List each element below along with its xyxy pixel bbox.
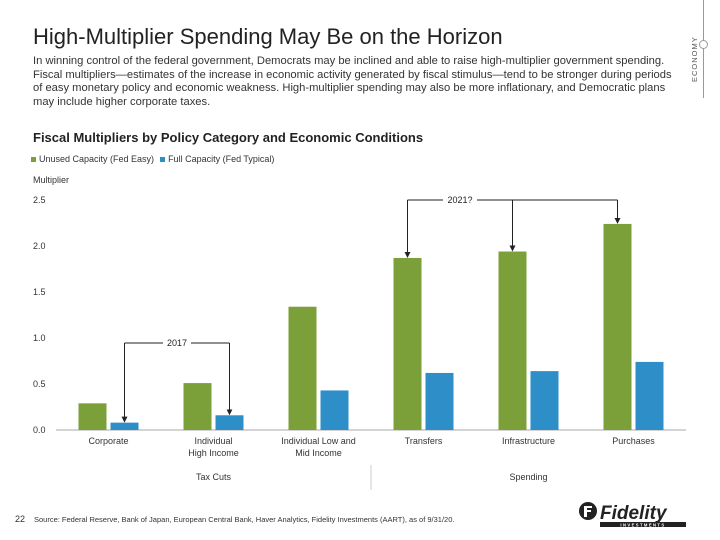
- y-tick-label: 1.0: [33, 333, 46, 343]
- x-category-label: Corporate: [88, 436, 128, 446]
- annotation-2021-label: 2021?: [447, 195, 472, 205]
- fidelity-logo: Fidelity INVESTMENTS: [579, 502, 686, 527]
- logo-subtext: INVESTMENTS: [620, 522, 665, 527]
- y-axis-label: Multiplier: [33, 175, 70, 185]
- y-tick-label: 1.5: [33, 287, 46, 297]
- chart-title: Fiscal Multipliers by Policy Category an…: [33, 130, 424, 145]
- side-rule: [703, 0, 704, 98]
- bar-full-capacity: [215, 415, 244, 430]
- legend-swatch-unused: [31, 156, 36, 162]
- page-title: High-Multiplier Spending May Be on the H…: [33, 24, 503, 49]
- bar-unused-capacity: [498, 251, 527, 430]
- x-category-label: Transfers: [405, 436, 443, 446]
- bar-full-capacity: [635, 361, 664, 430]
- x-category-label: Infrastructure: [502, 436, 555, 446]
- y-tick-label: 2.5: [33, 195, 46, 205]
- x-category-label: Mid Income: [295, 448, 342, 458]
- y-tick-label: 0.5: [33, 379, 46, 389]
- chart-legend: Unused Capacity (Fed Easy) Full Capacity…: [31, 154, 274, 164]
- legend-item-full: Full Capacity (Fed Typical): [160, 154, 274, 164]
- page-subtitle: In winning control of the federal govern…: [33, 55, 672, 108]
- side-circle-icon: [699, 40, 708, 49]
- group-label-tax-cuts: Tax Cuts: [196, 472, 232, 482]
- x-category-label: Individual: [194, 436, 232, 446]
- bar-full-capacity: [110, 422, 139, 430]
- y-tick-label: 0.0: [33, 425, 46, 435]
- annotation-2017-backing: [163, 337, 191, 349]
- legend-swatch-full: [160, 156, 166, 162]
- bar-unused-capacity: [393, 257, 422, 430]
- fidelity-logo-mark-icon: [579, 502, 597, 520]
- x-category-label: Purchases: [612, 436, 655, 446]
- bar-unused-capacity: [183, 383, 212, 430]
- group-label-spending: Spending: [509, 472, 547, 482]
- bar-unused-capacity: [288, 306, 317, 430]
- annotation-2017-label: 2017: [167, 338, 187, 348]
- x-category-label: Individual Low and: [281, 436, 356, 446]
- bar-full-capacity: [425, 372, 454, 430]
- logo-wordmark: Fidelity: [600, 503, 668, 524]
- legend-label-unused: Unused Capacity (Fed Easy): [39, 154, 155, 164]
- annotation-2021-backing: [443, 194, 477, 206]
- x-category-label: High Income: [188, 448, 239, 458]
- bar-full-capacity: [320, 390, 349, 430]
- page-number: 22: [15, 514, 26, 524]
- source-note: Source: Federal Reserve, Bank of Japan, …: [34, 515, 455, 524]
- bar-unused-capacity: [78, 403, 107, 430]
- legend-label-full: Full Capacity (Fed Typical): [168, 154, 275, 164]
- bar-full-capacity: [530, 371, 559, 430]
- bar-unused-capacity: [603, 223, 632, 430]
- legend-item-unused: Unused Capacity (Fed Easy): [31, 154, 154, 164]
- y-tick-label: 2.0: [33, 241, 46, 251]
